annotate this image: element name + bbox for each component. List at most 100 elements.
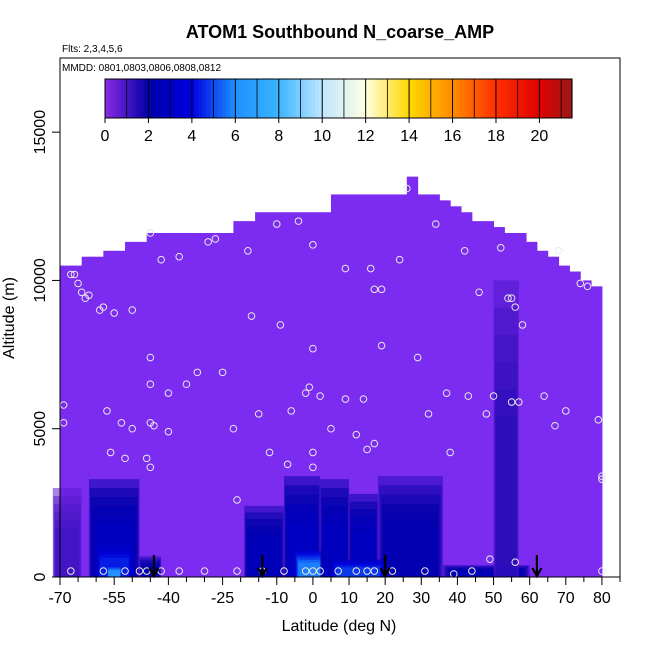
heatmap-column [417,194,430,577]
colorbar-cell [470,79,476,118]
colorbar-cell [443,79,449,118]
heatmap-column [450,206,462,578]
colorbar: 0 2 4 6 8 10 12 14 16 18 20 [101,78,573,145]
plot-frame [59,57,621,578]
x-tick-label: -55 [103,590,126,607]
observation-point [309,448,317,457]
observation-point [366,264,375,273]
observation-point [489,392,498,400]
axes: -70 -55 -40 -25 -10 0 10 20 30 40 50 60 70 8005000100… [32,57,621,607]
colorbar-tick-label: 6 [231,128,240,145]
observation-point [334,567,342,575]
observation-point [121,454,129,463]
colorbar-cell [560,79,565,118]
observation-point [211,235,220,243]
heatmap-column [70,265,83,577]
observation-point [421,567,429,575]
observation-point [576,279,585,288]
observation-point [85,291,93,300]
heatmap-column [92,256,104,577]
heatmap-column [396,194,408,577]
dates-subtitle: MMDD: 0801,0803,0806,0808,0812 [62,63,221,74]
observation-point [352,567,361,575]
observation-point [583,282,592,291]
observation-point [377,341,386,350]
heatmap-column [114,250,126,577]
colorbar-cell [322,79,328,118]
colorbar-cell [486,79,491,118]
colorbar-cell [478,79,484,118]
observation-point [301,567,310,575]
observation-point [363,567,371,575]
colorbar-cell [373,79,379,118]
colorbar-cell [381,79,386,118]
observation-point [106,448,115,457]
observation-point [309,241,317,249]
observation-point [309,344,317,353]
x-tick-label: 50 [485,590,503,607]
colorbar-cell [295,79,301,118]
colorbar-cell [206,79,211,118]
colorbar-cell [424,79,429,118]
observation-point [283,460,292,469]
colorbar-cell [342,79,347,118]
flights-subtitle: Flts: 2,3,4,5,6 [62,44,123,55]
colorbar-cell [354,79,359,118]
y-axis-label: Altitude (m) [1,277,18,359]
colorbar-cell [132,79,137,118]
heatmap-plume-cell [336,567,380,577]
observation-point [496,244,505,252]
observation-point [244,246,252,255]
colorbar-cell [400,79,406,118]
colorbar-cell [498,79,503,118]
observation-point [363,445,371,454]
observation-point [562,407,570,415]
colorbar-cell [155,79,161,118]
colorbar-cell [291,79,297,118]
colorbar-tick-label: 14 [400,128,418,145]
observation-point [287,407,296,415]
observation-point [146,229,155,237]
observation-point [511,558,520,566]
colorbar-cell [159,79,164,118]
heatmap-plume-cell [108,570,120,577]
observation-point [475,288,483,297]
colorbar-cell [501,79,507,118]
heatmap-column [439,200,451,577]
observation-point [175,252,184,261]
observation-point [103,407,111,415]
colorbar-cell [112,79,118,118]
x-tick-label: 80 [593,590,611,607]
colorbar-cell [190,79,196,118]
observation-point [233,567,241,575]
colorbar-cell [334,79,340,118]
colorbar-cell [303,79,308,118]
colorbar-cell [361,79,367,118]
heatmap-column [179,232,191,577]
colorbar-cell [284,79,289,118]
flight-arrow-head [148,567,160,579]
observation-point [150,421,158,430]
heatmap-plumes [52,280,530,577]
observation-point [182,380,191,389]
heatmap-column [81,256,94,577]
colorbar-cell [229,79,235,118]
x-tick-label: 60 [521,590,539,607]
colorbar-tick-label: 16 [444,128,462,145]
colorbar-cell [202,79,207,118]
heatmap-column [146,232,159,577]
heatmap-column [580,280,592,577]
observation-point [352,430,361,439]
colorbar-cell [346,79,351,118]
colorbar-cell [147,79,153,118]
heatmap-column [558,265,570,577]
colorbar-cell [412,79,417,118]
colorbar-cell [307,79,312,118]
colorbar-cell [490,79,495,118]
heatmap-column [352,194,364,577]
colorbar-cell [533,79,538,118]
heatmap-column [374,194,386,577]
heatmap-column [320,212,332,577]
colorbar-cell [217,79,223,118]
